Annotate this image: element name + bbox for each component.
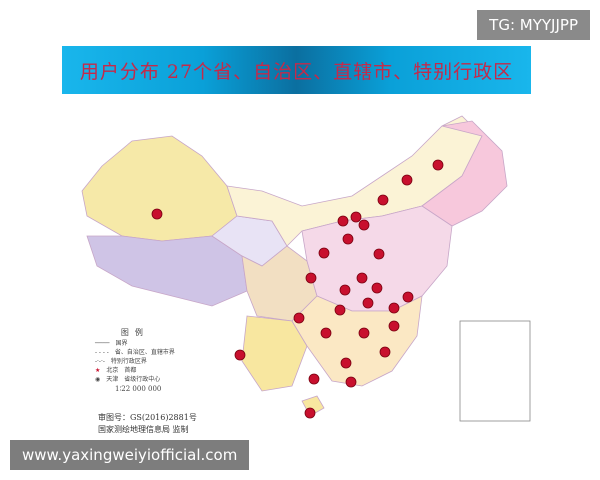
sar-line-icon: -·-·- <box>95 358 105 365</box>
user-location-marker <box>342 233 354 245</box>
user-location-marker <box>402 291 414 303</box>
region-northeast <box>421 120 508 227</box>
legend-capital-sample: 北京 <box>106 367 119 374</box>
user-location-marker <box>401 174 413 186</box>
user-location-marker <box>377 194 389 206</box>
user-location-marker <box>388 320 400 332</box>
user-location-marker <box>334 304 346 316</box>
banner-title: 用户分布 27个省、自治区、直辖市、特别行政区 <box>79 60 514 83</box>
border-line-icon: ──── <box>95 340 110 347</box>
user-location-marker <box>373 248 385 260</box>
user-location-marker <box>356 272 368 284</box>
legend-item: 省、自治区、直辖市界 <box>114 349 175 356</box>
center-dot-icon: ◉ <box>95 376 101 383</box>
title-banner: 用户分布 27个省、自治区、直辖市、特别行政区 <box>62 46 531 94</box>
user-location-marker <box>432 159 444 171</box>
south-china-sea-inset <box>459 320 531 422</box>
user-location-marker <box>371 282 383 294</box>
approval-number: 审图号：GS(2016)2881号 <box>98 413 197 422</box>
user-location-marker <box>362 297 374 309</box>
china-map <box>81 115 531 422</box>
legend-item: 国界 <box>115 340 128 347</box>
user-location-marker <box>151 208 163 220</box>
legend-item: 首都 <box>124 367 137 374</box>
user-location-marker <box>318 247 330 259</box>
watermark-tg: TG: MYYJJPP <box>477 10 590 40</box>
user-location-marker <box>234 349 246 361</box>
user-location-marker <box>293 312 305 324</box>
user-location-marker <box>337 215 349 227</box>
user-location-marker <box>305 272 317 284</box>
capital-star-icon: ★ <box>95 367 101 374</box>
user-location-marker <box>340 357 352 369</box>
legend-scale: 1∶22 000 000 <box>115 385 162 393</box>
legend-title: 图例 <box>120 328 149 337</box>
user-location-marker <box>304 407 316 419</box>
issuer: 国家测绘地理信息局 监制 <box>98 425 189 434</box>
user-location-marker <box>320 327 332 339</box>
legend-item: 特别行政区界 <box>110 358 147 365</box>
user-location-marker <box>388 302 400 314</box>
user-location-marker <box>339 284 351 296</box>
user-location-marker <box>345 376 357 388</box>
user-location-marker <box>358 327 370 339</box>
user-location-marker <box>379 346 391 358</box>
map-legend: 图例 ──── 国界 - - - - 省、自治区、直辖市界 -·-·- 特别行政区界 … <box>95 328 175 394</box>
watermark-url: www.yaxingweiyiofficial.com <box>10 440 250 470</box>
province-line-icon: - - - - <box>95 349 109 356</box>
user-location-marker <box>350 211 362 223</box>
legend-center-sample: 天津 <box>106 376 119 383</box>
map-credit: 审图号：GS(2016)2881号 国家测绘地理信息局 监制 <box>98 412 197 436</box>
user-location-marker <box>308 373 320 385</box>
legend-item: 省级行政中心 <box>124 376 161 383</box>
user-location-marker <box>358 219 370 231</box>
